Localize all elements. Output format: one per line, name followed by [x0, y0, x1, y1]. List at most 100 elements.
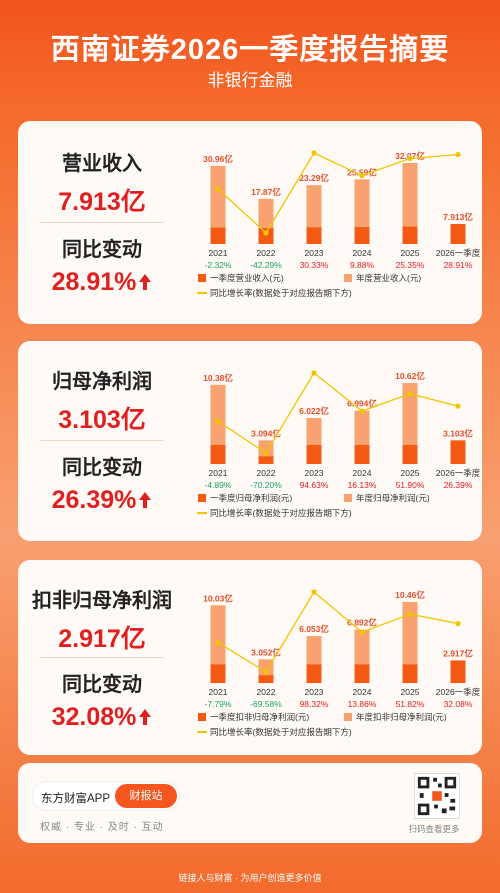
rate-label: 30.33% — [300, 260, 329, 270]
growth-point — [455, 620, 461, 627]
bar-q1 — [258, 228, 274, 244]
bar-value-label: 3.052亿 — [251, 647, 281, 657]
change-block: 同比变动 28.91% — [18, 233, 186, 297]
metric-label: 归母净利润 — [52, 371, 152, 393]
metric-label: 营业收入 — [62, 153, 142, 175]
bar-q1 — [354, 444, 370, 464]
change-value-wrap: 28.91% — [18, 268, 186, 297]
bar-value-label: 3.103亿 — [443, 428, 473, 438]
up-arrow-icon — [139, 709, 152, 725]
change-value-wrap: 26.39% — [18, 486, 186, 515]
card-net-profit: 归母净利润 3.103亿 同比变动 26.39% 10.38亿 2021 -4.89… — [18, 341, 482, 541]
change-label: 同比变动 — [62, 239, 142, 261]
bar-value-label: 10.03亿 — [203, 593, 233, 603]
rate-label: 16.13% — [348, 480, 377, 490]
bottom-slogan: 链接人与财富 · 为用户创造更多价值 — [178, 873, 322, 883]
x-tick-label: 2021 — [209, 468, 228, 478]
bar-value-label: 2.917亿 — [443, 648, 473, 658]
change-value: 28.91% — [51, 268, 137, 296]
rate-label: 26.39% — [444, 480, 473, 490]
growth-point — [215, 186, 221, 192]
bar-q1 — [402, 444, 418, 464]
rate-label: -4.89% — [205, 480, 232, 490]
metric-panel: 扣非归母净利润 2.917亿 同比变动 32.08% — [18, 560, 186, 755]
change-block: 同比变动 26.39% — [18, 451, 186, 515]
x-tick-label: 2022 — [257, 687, 276, 697]
legend-label-annual: 年度扣非归母净利润(元) — [356, 712, 447, 722]
up-arrow-icon — [139, 492, 152, 508]
bar-q1 — [450, 660, 466, 683]
legend-label-annual: 年度营业收入(元) — [356, 273, 421, 283]
growth-point — [263, 450, 269, 456]
metric-block: 归母净利润 3.103亿 — [18, 365, 186, 436]
growth-point — [311, 150, 317, 156]
rate-label: 9.88% — [350, 260, 375, 270]
legend-swatch-q1 — [198, 713, 206, 721]
bar-q1 — [306, 444, 322, 464]
bar-value-label: 7.913亿 — [443, 212, 473, 222]
rate-label: 51.90% — [396, 480, 425, 490]
legend-label-q1: 一季度归母净利润(元) — [210, 493, 292, 503]
legend-label-line: 同比增长率(数据处于对应报告期下方) — [210, 727, 352, 737]
bar-value-label: 10.38亿 — [203, 373, 233, 383]
bar-annual — [402, 383, 418, 464]
legend-swatch-q1 — [198, 274, 206, 282]
report-station-button[interactable]: 财报站 — [115, 784, 177, 808]
chart-net-profit: 10.38亿 2021 -4.89% 3.094亿 2022 -70.20% 6.022亿 2… — [197, 370, 481, 518]
x-tick-label: 2024 — [353, 468, 372, 478]
bar-q1 — [354, 664, 370, 683]
rate-label: -69.58% — [250, 699, 282, 709]
slogan: 权威 · 专业 · 及时 · 互动 — [40, 822, 164, 833]
growth-line — [217, 372, 459, 454]
x-tick-label: 2026一季度 — [436, 468, 481, 478]
bar-q1 — [306, 664, 322, 683]
bar-q1 — [450, 440, 466, 464]
qr-code-icon[interactable] — [414, 773, 460, 819]
rate-label: 98.32% — [300, 699, 329, 709]
page-subtitle: 非银行金融 — [207, 71, 293, 90]
growth-point — [407, 611, 413, 617]
page-title: 西南证券2026一季度报告摘要 — [50, 34, 450, 66]
bar-value-label: 30.96亿 — [203, 154, 233, 164]
x-tick-label: 2023 — [305, 468, 324, 478]
legend-label-line: 同比增长率(数据处于对应报告期下方) — [210, 508, 352, 518]
bar-annual — [210, 165, 226, 244]
legend-swatch-q1 — [198, 494, 206, 502]
x-tick-label: 2025 — [401, 687, 420, 697]
bar-value-label: 17.87亿 — [251, 187, 281, 197]
app-name: 东方财富APP — [41, 793, 111, 805]
x-tick-label: 2021 — [209, 687, 228, 697]
legend-label-annual: 年度归母净利润(元) — [356, 493, 430, 503]
x-tick-label: 2022 — [257, 468, 276, 478]
bar-q1 — [402, 664, 418, 683]
up-arrow-icon — [139, 274, 152, 290]
x-tick-label: 2023 — [305, 687, 324, 697]
x-tick-label: 2024 — [353, 248, 372, 258]
growth-point — [407, 155, 413, 162]
bar-value-label: 6.022亿 — [299, 406, 329, 416]
divider — [40, 222, 164, 223]
bar-annual — [402, 163, 418, 244]
legend-label-q1: 一季度扣非归母净利润(元) — [210, 712, 309, 722]
legend-swatch-annual — [344, 274, 352, 282]
bar-q1 — [306, 227, 322, 244]
growth-point — [263, 669, 269, 675]
growth-point — [263, 230, 269, 236]
bar-value-label: 25.59亿 — [347, 167, 377, 177]
chart-revenue: 30.96亿 2021 -2.32% 17.87亿 2022 -42.29% 23.29亿 2… — [197, 150, 481, 298]
divider — [40, 657, 164, 658]
bar-q1 — [258, 456, 274, 464]
growth-point — [215, 418, 221, 424]
metric-label: 扣非归母净利润 — [32, 590, 172, 612]
change-block: 同比变动 32.08% — [18, 668, 186, 732]
growth-point — [407, 391, 413, 397]
change-label: 同比变动 — [62, 674, 142, 696]
growth-point — [311, 370, 317, 376]
header: 西南证券2026一季度报告摘要 非银行金融 — [0, 0, 500, 112]
app-pill[interactable]: 东方财富APP 财报站 — [32, 781, 180, 811]
x-tick-label: 2023 — [305, 248, 324, 258]
x-tick-label: 2025 — [401, 468, 420, 478]
rate-label: -7.79% — [205, 699, 232, 709]
bar-q1 — [210, 664, 226, 683]
metric-panel: 营业收入 7.913亿 同比变动 28.91% — [18, 121, 186, 324]
